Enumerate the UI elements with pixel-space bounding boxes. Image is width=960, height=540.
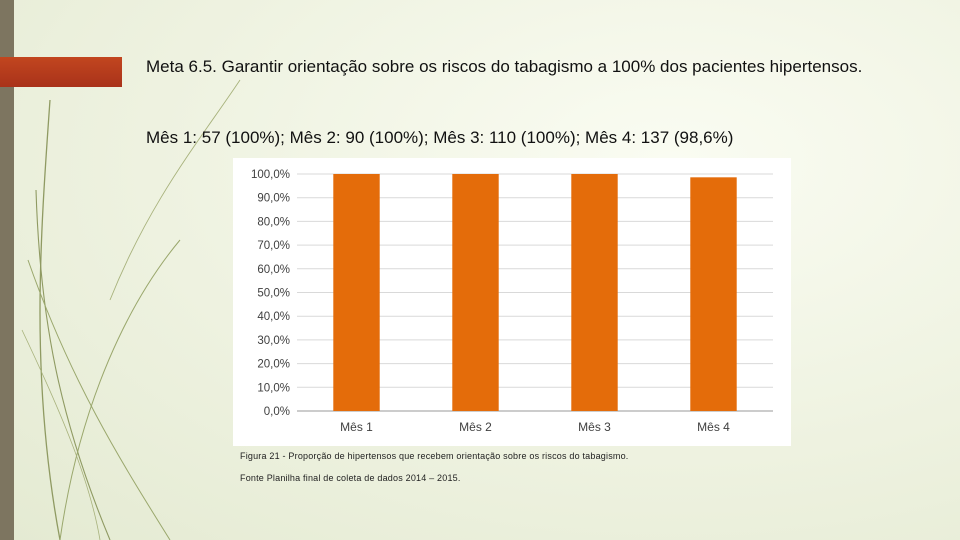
slide-subheading: Mês 1: 57 (100%); Mês 2: 90 (100%); Mês …: [146, 128, 734, 147]
y-tick-label: 80,0%: [257, 216, 290, 228]
y-tick-label: 40,0%: [257, 311, 290, 323]
x-tick-label: Mês 2: [459, 420, 492, 434]
y-tick-label: 0,0%: [264, 406, 290, 418]
bar-1: [333, 174, 380, 411]
figure-source: Fonte Planilha final de coleta de dados …: [240, 473, 461, 483]
decorative-curves: [21, 79, 241, 540]
chart-container: 0,0% 10,0% 20,0% 30,0% 40,0% 50,0% 60,0% 70,0% 8…: [233, 158, 791, 446]
bar-chart: 0,0% 10,0% 20,0% 30,0% 40,0% 50,0% 60,0% 70,0% 8…: [251, 169, 773, 434]
y-tick-label: 100,0%: [251, 169, 290, 181]
accent-bar: [0, 57, 122, 87]
y-tick-label: 50,0%: [257, 288, 290, 300]
y-tick-label: 60,0%: [257, 264, 290, 276]
bar-4: [690, 177, 737, 411]
y-tick-label: 20,0%: [257, 359, 290, 371]
x-tick-label: Mês 1: [340, 420, 373, 434]
x-tick-label: Mês 4: [697, 420, 730, 434]
y-tick-label: 90,0%: [257, 193, 290, 205]
y-tick-label: 30,0%: [257, 335, 290, 347]
bar-3: [571, 174, 618, 411]
y-tick-label: 10,0%: [257, 382, 290, 394]
slide-heading: Meta 6.5. Garantir orientação sobre os r…: [146, 57, 863, 76]
figure-caption: Figura 21 - Proporção de hipertensos que…: [240, 451, 629, 461]
x-tick-label: Mês 3: [578, 420, 611, 434]
y-tick-label: 70,0%: [257, 240, 290, 252]
left-decorative-band: [0, 0, 14, 540]
bar-2: [452, 174, 499, 411]
